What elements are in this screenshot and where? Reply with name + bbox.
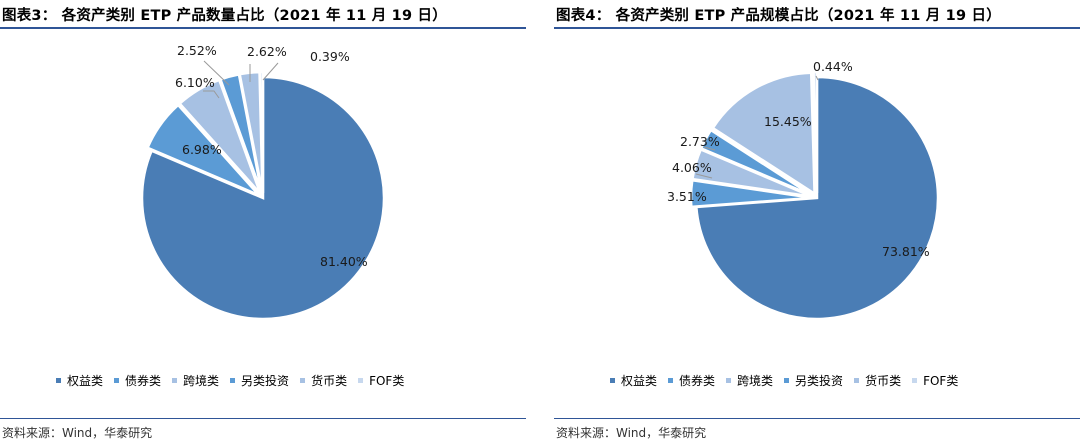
pie-chart-size: 73.81% 3.51% 4.06% 2.73% 15.45% 0.44% [667,59,940,321]
leader-line [262,62,279,81]
slice-equity [694,75,940,321]
legend-swatch [726,378,732,383]
legend-label: FOF类 [369,374,405,388]
legend-label: 债券类 [125,374,162,388]
legend-item: 另类投资 [784,372,843,389]
data-label: 4.06% [672,160,712,175]
legend-item: 另类投资 [230,372,289,389]
legend-label: 货币类 [865,374,902,388]
legend-item: FOF类 [358,372,404,389]
footer-rule [0,418,526,419]
source-note: 资料来源：Wind，华泰研究 [556,426,707,440]
legend-swatch [172,378,178,383]
legend-item: 债券类 [114,372,161,389]
data-label: 6.10% [175,75,215,90]
title-rule [554,27,1080,29]
data-label: 2.73% [680,134,720,149]
chart-panel-right: 图表4： 各资产类别 ETP 产品规模占比（2021 年 11 月 19 日） … [554,0,1080,442]
data-label: 2.52% [177,43,217,58]
legend-swatch [610,378,615,383]
legend-item: 权益类 [610,372,657,389]
data-label: 15.45% [764,114,812,129]
leader-line [695,173,713,179]
legend-label: 权益类 [67,374,104,388]
legend-label: 债券类 [679,374,716,388]
legend-item: 货币类 [854,372,901,389]
legend-swatch [668,378,674,383]
legend-item: FOF类 [912,372,958,389]
legend: 权益类 债券类 跨境类 另类投资 货币类 FOF类 [56,372,415,389]
legend-item: 跨境类 [726,372,773,389]
legend-label: 另类投资 [795,374,844,388]
slice-alternative [699,128,814,197]
legend-swatch [230,378,236,383]
legend-item: 权益类 [56,372,103,389]
legend-swatch [56,378,61,383]
data-label: 0.39% [310,49,350,64]
slice-fof [258,70,265,194]
data-label: 2.62% [247,44,287,59]
legend-label: 权益类 [621,374,658,388]
legend-swatch [358,378,364,383]
legend-swatch [300,378,306,383]
legend-label: 另类投资 [241,374,290,388]
slice-cross-border [177,78,262,195]
legend-label: 跨境类 [183,374,220,388]
legend-item: 跨境类 [172,372,219,389]
legend-swatch [114,378,120,383]
slice-fof [812,70,819,194]
chart-title: 图表3： 各资产类别 ETP 产品数量占比（2021 年 11 月 19 日） [2,8,447,24]
data-label: 81.40% [320,254,368,269]
slice-equity [140,75,386,321]
title-rule [0,27,526,29]
data-label: 3.51% [667,189,707,204]
legend-swatch [784,378,790,383]
data-label: 0.44% [813,59,853,74]
pie-chart-count: 81.40% 6.98% 6.10% 2.52% 2.62% 0.39% [140,43,386,321]
legend-item: 债券类 [668,372,715,389]
legend-label: FOF类 [923,374,959,388]
legend-swatch [912,378,918,383]
leader-line [203,90,220,99]
chart-panel-left: 图表3： 各资产类别 ETP 产品数量占比（2021 年 11 月 19 日） … [0,0,526,442]
leader-line [203,60,230,86]
slice-bond [145,103,260,197]
slice-money-market [711,71,816,196]
source-note: 资料来源：Wind，华泰研究 [2,426,153,440]
legend: 权益类 债券类 跨境类 另类投资 货币类 FOF类 [610,372,969,389]
legend-label: 货币类 [311,374,348,388]
legend-label: 跨境类 [737,374,774,388]
data-label: 73.81% [882,244,930,259]
chart-title: 图表4： 各资产类别 ETP 产品规模占比（2021 年 11 月 19 日） [556,8,1001,24]
data-label: 6.98% [182,142,222,157]
legend-swatch [854,378,860,383]
leader-line [815,75,819,81]
legend-item: 货币类 [300,372,347,389]
footer-rule [554,418,1080,419]
leader-line [703,146,716,151]
